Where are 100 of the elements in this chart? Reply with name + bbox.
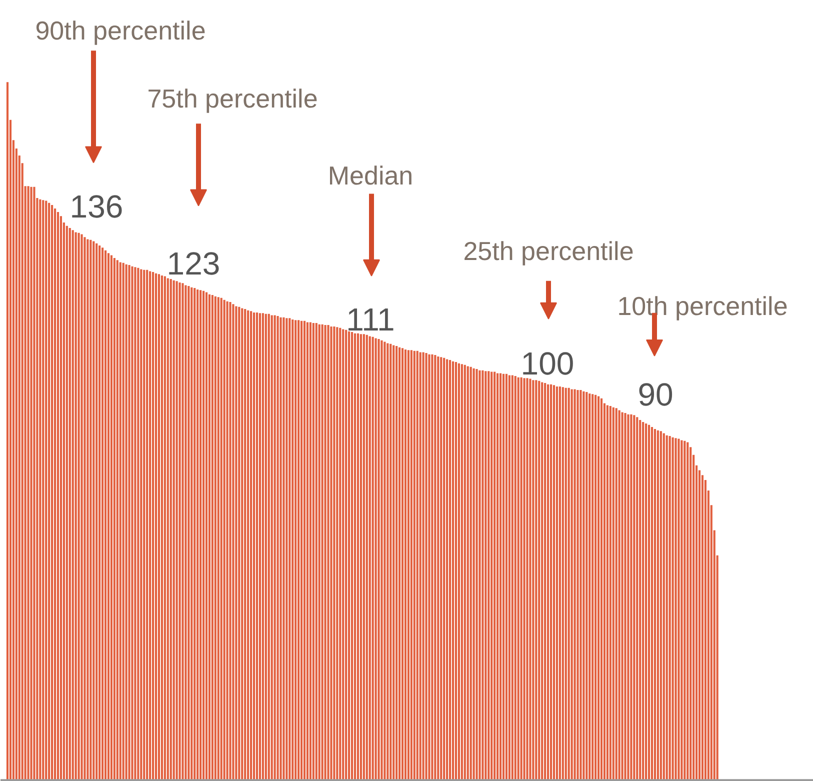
bar	[419, 352, 422, 780]
bar	[384, 342, 386, 780]
bar	[288, 318, 291, 780]
annotation: 100	[520, 345, 574, 382]
bar	[339, 328, 342, 780]
bar	[582, 391, 585, 780]
bar	[92, 241, 95, 780]
bar	[425, 352, 428, 780]
bar	[152, 272, 154, 780]
bar	[615, 408, 618, 780]
annotation: 136	[70, 188, 124, 224]
bar	[303, 320, 306, 780]
bar	[672, 437, 674, 780]
bar	[639, 420, 642, 780]
bar	[110, 255, 112, 780]
bar	[280, 317, 282, 780]
bar	[680, 440, 683, 780]
bar	[648, 424, 650, 780]
bar	[164, 276, 166, 780]
bar	[366, 334, 368, 780]
bar	[570, 389, 573, 780]
bar	[45, 200, 48, 780]
bar	[594, 394, 597, 780]
bar	[470, 366, 472, 780]
bar	[250, 311, 252, 780]
bar	[336, 327, 338, 780]
bar	[252, 312, 256, 780]
bar	[235, 306, 238, 780]
bar	[372, 336, 374, 780]
bar	[443, 358, 446, 780]
bar	[348, 331, 350, 780]
bar	[80, 234, 83, 780]
bar	[292, 319, 294, 780]
bar	[597, 396, 600, 780]
annotation: 10th percentile	[617, 290, 788, 321]
bar	[508, 375, 510, 780]
bar	[6, 82, 9, 780]
bar	[574, 389, 576, 780]
bar	[149, 271, 152, 780]
annotation: 90	[638, 376, 674, 413]
bar	[621, 412, 624, 780]
bar	[564, 388, 567, 780]
bar	[217, 297, 220, 780]
bar	[190, 287, 193, 780]
annotation: 123	[166, 245, 220, 282]
annotation: 25th percentile	[463, 236, 634, 266]
bar	[188, 286, 190, 780]
bar	[523, 378, 526, 780]
bar	[396, 346, 398, 780]
bar	[360, 334, 362, 780]
bar	[72, 230, 74, 780]
bar	[592, 394, 594, 780]
text: 90th percentile	[35, 16, 206, 46]
bar	[60, 216, 62, 780]
bar	[306, 322, 309, 780]
bar	[116, 260, 118, 780]
bar	[330, 326, 332, 780]
bar	[134, 267, 136, 780]
bar	[345, 330, 348, 780]
bar	[674, 438, 677, 780]
bar	[368, 336, 371, 780]
bar	[214, 296, 216, 780]
bar	[78, 232, 80, 780]
bar	[154, 273, 158, 780]
bar	[380, 340, 383, 780]
bar	[241, 308, 244, 780]
bar	[194, 288, 196, 780]
bar	[140, 269, 142, 780]
bar	[654, 429, 656, 780]
bar	[624, 412, 626, 780]
bar	[256, 312, 258, 780]
bar	[392, 345, 395, 780]
bar	[202, 290, 205, 780]
bar	[446, 359, 448, 780]
bar	[678, 438, 680, 780]
bar	[514, 376, 516, 780]
bar	[633, 415, 636, 780]
bar	[125, 264, 128, 780]
bar	[618, 410, 620, 780]
bar	[568, 388, 570, 780]
bar	[478, 370, 481, 780]
bar	[262, 313, 264, 780]
bar	[146, 270, 148, 780]
bar	[630, 414, 632, 780]
bar	[407, 350, 410, 780]
bar	[656, 430, 659, 780]
bar	[612, 407, 614, 780]
annotation: 75th percentile	[147, 84, 318, 114]
bar	[374, 338, 377, 780]
bar	[356, 333, 359, 780]
bar	[586, 392, 588, 780]
bar	[378, 339, 380, 780]
bar	[223, 300, 226, 780]
bar	[642, 422, 644, 780]
bar	[650, 426, 654, 780]
bar	[315, 322, 318, 780]
bar	[662, 433, 665, 780]
bar	[318, 324, 320, 780]
bar	[170, 278, 172, 780]
bar	[538, 380, 540, 780]
